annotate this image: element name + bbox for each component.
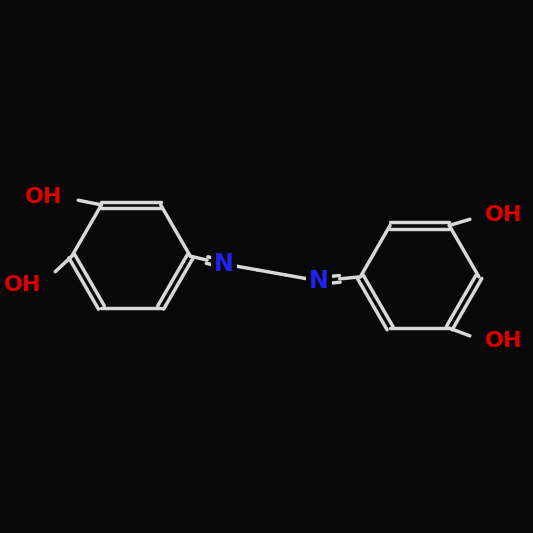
Text: OH: OH xyxy=(3,274,41,295)
Text: OH: OH xyxy=(25,187,63,207)
Text: OH: OH xyxy=(486,205,523,225)
Text: OH: OH xyxy=(486,331,523,351)
Text: N: N xyxy=(214,252,233,276)
Text: N: N xyxy=(309,269,329,293)
